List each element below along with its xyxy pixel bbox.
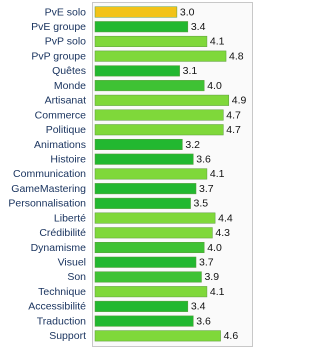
value-label: 3.1 (183, 65, 198, 77)
value-label: 3.4 (191, 301, 206, 313)
value-label: 4.0 (207, 242, 222, 254)
bar (94, 109, 224, 121)
category-label: Politique (46, 124, 86, 136)
bar (94, 300, 189, 312)
bar (94, 65, 180, 77)
bar (94, 168, 208, 180)
bar (94, 50, 227, 62)
category-label: Son (67, 271, 86, 283)
bar (94, 94, 230, 106)
bar (94, 21, 189, 33)
category-label: PvE solo (45, 6, 87, 18)
category-label: Communication (13, 168, 86, 180)
category-label: Liberté (54, 212, 86, 224)
category-label: PvP solo (45, 36, 86, 48)
category-label: Monde (54, 80, 86, 92)
bar (94, 153, 194, 165)
value-label: 4.1 (210, 286, 225, 298)
bar (94, 286, 208, 298)
value-label: 3.7 (199, 183, 214, 195)
bar (94, 227, 213, 239)
value-label: 4.4 (218, 212, 233, 224)
bar (94, 256, 197, 268)
value-label: 4.1 (210, 36, 225, 48)
category-label: Artisanat (45, 95, 87, 107)
category-label: Crédibilité (39, 227, 86, 239)
category-label: PvE groupe (31, 21, 86, 33)
value-label: 4.0 (207, 80, 222, 92)
category-label: Quêtes (52, 65, 86, 77)
value-label: 4.3 (215, 227, 230, 239)
category-label: Technique (38, 286, 86, 298)
bar (94, 271, 202, 283)
value-label: 3.6 (196, 315, 211, 327)
category-label: Animations (34, 139, 86, 151)
bar (94, 315, 194, 327)
bar (94, 242, 205, 254)
value-label: 4.7 (226, 109, 241, 121)
category-label: PvP groupe (31, 50, 86, 62)
category-label: GameMastering (11, 183, 86, 195)
bar (94, 330, 221, 342)
bar (94, 80, 205, 92)
value-label: 4.9 (232, 95, 247, 107)
category-label: Visuel (58, 257, 86, 269)
category-label: Personnalisation (8, 198, 86, 210)
bar (94, 35, 208, 47)
category-label: Commerce (35, 109, 87, 121)
value-label: 3.5 (194, 198, 209, 210)
value-label: 3.9 (204, 271, 219, 283)
category-label: Histoire (50, 153, 86, 165)
category-label: Accessibilité (28, 301, 86, 313)
value-label: 3.0 (180, 6, 195, 18)
bar (94, 197, 191, 209)
category-label: Traduction (37, 315, 86, 327)
value-label: 3.7 (199, 257, 214, 269)
chart: PvE solo 3.0 PvE groupe 3.4 PvP solo 4.1 PvP g… (8, 2, 253, 347)
value-label: 3.6 (196, 153, 211, 165)
bar (94, 212, 216, 224)
category-label: Support (49, 330, 86, 342)
bar (94, 6, 178, 18)
value-label: 4.8 (229, 50, 244, 62)
bar (94, 183, 197, 195)
value-label: 4.1 (210, 168, 225, 180)
bar (94, 138, 183, 150)
value-label: 4.6 (224, 330, 239, 342)
value-label: 4.7 (226, 124, 241, 136)
value-label: 3.2 (185, 139, 200, 151)
bar (94, 124, 224, 136)
category-label: Dynamisme (31, 242, 87, 254)
value-label: 3.4 (191, 21, 206, 33)
